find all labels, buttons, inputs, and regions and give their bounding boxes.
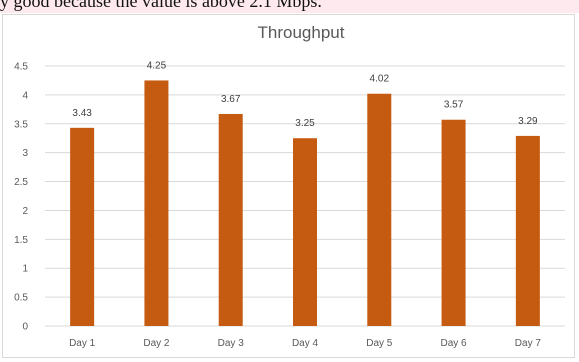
data-label: 3.67 — [221, 94, 241, 105]
x-tick-label: Day 2 — [143, 338, 170, 349]
y-tick-label: 2.5 — [14, 177, 28, 188]
y-tick-label: 4.5 — [14, 62, 28, 73]
data-label: 4.02 — [370, 74, 390, 85]
x-axis-ticks: Day 1 Day 2 Day 3 Day 4 Day 5 Day 6 Day 7 — [69, 338, 541, 349]
bar — [367, 93, 392, 326]
x-tick-label: Day 1 — [69, 338, 96, 349]
y-tick-label: 3.5 — [14, 119, 28, 130]
y-tick-label: 2 — [22, 206, 28, 217]
y-tick-label: 0.5 — [14, 293, 28, 304]
data-label: 3.57 — [444, 100, 464, 111]
y-tick-label: 1 — [22, 264, 28, 275]
y-tick-label: 3 — [22, 148, 28, 159]
x-tick-label: Day 5 — [366, 338, 393, 349]
bar — [144, 80, 169, 326]
data-label: 4.25 — [147, 60, 167, 71]
y-tick-label: 4 — [22, 90, 28, 101]
x-tick-label: Day 3 — [218, 338, 245, 349]
bar — [441, 119, 466, 326]
x-tick-label: Day 6 — [441, 338, 468, 349]
data-labels: 3.43 4.25 3.67 3.25 4.02 3.57 3.29 — [72, 60, 538, 129]
y-tick-label: 1.5 — [14, 235, 28, 246]
bar — [218, 113, 243, 326]
caption-text: y good because the value is above 2.1 Mb… — [0, 0, 322, 11]
data-label: 3.43 — [72, 108, 92, 119]
data-label: 3.25 — [295, 118, 315, 129]
chart-frame — [2, 14, 575, 358]
x-tick-label: Day 4 — [292, 338, 319, 349]
chart-title: Throughput — [258, 23, 345, 42]
data-label: 3.29 — [518, 116, 538, 127]
bar — [70, 127, 95, 326]
y-tick-label: 0 — [22, 322, 28, 333]
caption-strip: y good because the value is above 2.1 Mb… — [0, 0, 579, 13]
bars — [70, 80, 540, 326]
y-axis-ticks: 0 0.5 1 1.5 2 2.5 3 3.5 4 4.5 — [14, 62, 28, 333]
x-tick-label: Day 7 — [515, 338, 542, 349]
bar — [515, 135, 540, 326]
bar — [293, 138, 317, 326]
